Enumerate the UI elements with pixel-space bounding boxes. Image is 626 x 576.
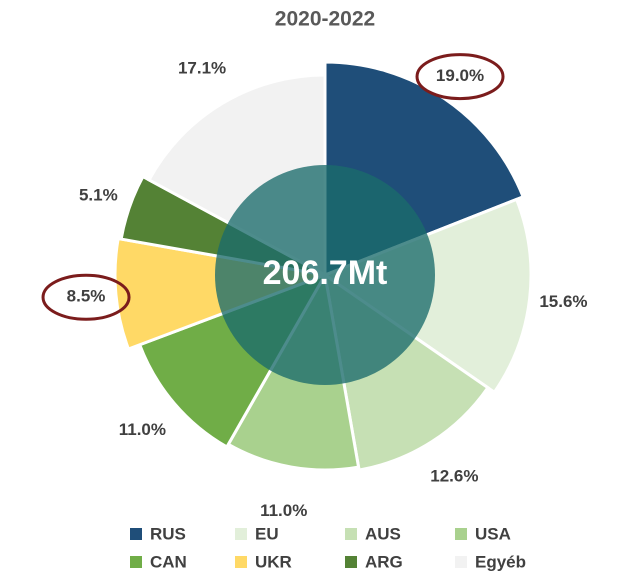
legend-swatch: [130, 528, 142, 540]
legend-label: AUS: [365, 524, 401, 543]
center-label: 206.7Mt: [263, 254, 388, 292]
legend-swatch: [345, 556, 357, 568]
legend-swatch: [130, 556, 142, 568]
legend-swatch: [455, 528, 467, 540]
legend-swatch: [235, 528, 247, 540]
highlight-circle: [415, 53, 505, 101]
legend-swatch: [235, 556, 247, 568]
data-label: 19.0%: [436, 66, 484, 85]
data-label: 12.6%: [430, 467, 478, 486]
data-label: 5.1%: [79, 186, 118, 205]
legend-label: EU: [255, 524, 279, 543]
data-label: 11.0%: [119, 420, 166, 439]
legend-swatch: [345, 528, 357, 540]
data-label: 8.5%: [67, 287, 106, 306]
overlay: 19.0% 15.6% 12.6% 11.0% 11.0% 8.5% 5.1% 17.1% 20…: [41, 53, 588, 520]
legend-label: ARG: [365, 552, 403, 571]
legend-label: Egyéb: [475, 552, 526, 571]
center-circle: [215, 165, 435, 385]
data-label: 15.6%: [539, 292, 587, 311]
legend-label: USA: [475, 524, 511, 543]
chart-title: 2020-2022: [275, 8, 375, 31]
highlight-circle: [41, 273, 131, 321]
legend-label: UKR: [255, 552, 292, 571]
legend-label: RUS: [150, 524, 186, 543]
data-label: 17.1%: [178, 58, 226, 77]
legend-label: CAN: [150, 552, 187, 571]
data-label: 11.0%: [260, 501, 307, 520]
legend-swatch: [455, 556, 467, 568]
